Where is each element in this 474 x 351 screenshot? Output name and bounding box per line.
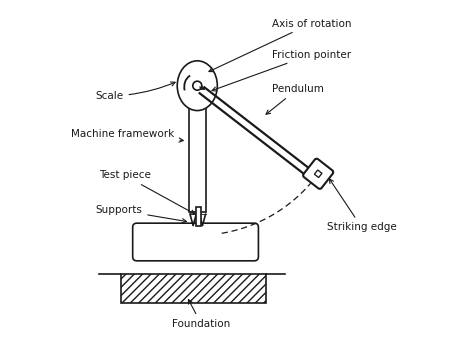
Bar [196, 207, 201, 226]
Text: Pendulum: Pendulum [266, 84, 323, 114]
Text: Striking edge: Striking edge [327, 179, 397, 232]
Bar [121, 274, 266, 303]
Circle shape [193, 81, 202, 90]
Bar [314, 170, 322, 178]
Ellipse shape [177, 61, 217, 111]
Bar [189, 94, 206, 212]
Text: Friction pointer: Friction pointer [212, 49, 351, 91]
Text: Scale: Scale [95, 82, 175, 101]
Text: Test piece: Test piece [99, 171, 195, 214]
Text: Axis of rotation: Axis of rotation [209, 19, 351, 72]
Text: Machine framework: Machine framework [71, 129, 183, 142]
FancyBboxPatch shape [303, 159, 333, 189]
Text: Supports: Supports [95, 205, 186, 223]
FancyBboxPatch shape [133, 223, 258, 261]
Text: Foundation: Foundation [172, 299, 230, 329]
